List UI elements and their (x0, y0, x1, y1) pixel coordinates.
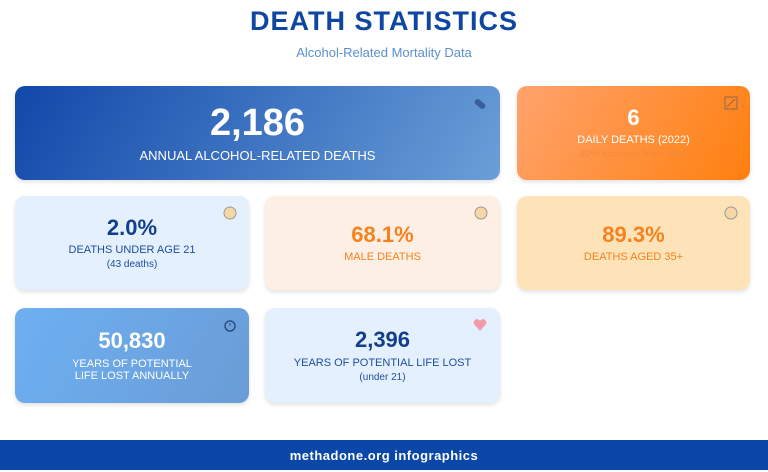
card-value: 2,186 (209, 101, 306, 144)
card-label: DEATHS UNDER AGE 21 (68, 244, 196, 257)
card-label: YEARS OF POTENTIAL LIFE LOST (293, 356, 472, 369)
card-label: YEARS OF POTENTIAL LIFE LOST ANNUALLY (72, 357, 192, 382)
icon (473, 319, 487, 331)
card-value: 50,830 (98, 328, 166, 354)
card: 2,396 YEARS OF POTENTIAL LIFE LOST (unde… (265, 308, 500, 403)
icon (724, 206, 738, 220)
subtitle: Alcohol-Related Mortality Data (296, 45, 472, 60)
card: 89.3% DEATHS AGED 35+ (517, 196, 750, 290)
icon (224, 320, 236, 332)
card: 6 DAILY DEATHS (2022) 40% increase from … (517, 86, 750, 180)
card-value: 6 (627, 104, 640, 130)
card-value: 89.3% (602, 221, 665, 247)
icon (474, 99, 486, 109)
card: 68.1% MALE DEATHS (265, 196, 500, 290)
card: 2,186 ANNUAL ALCOHOL-RELATED DEATHS (15, 86, 500, 180)
title: DEATH STATISTICS (250, 6, 518, 36)
card-value: 2.0% (106, 214, 158, 240)
card-value: 68.1% (351, 221, 414, 247)
icon (724, 96, 738, 110)
card-note: 40% increase from 2019 (579, 149, 688, 161)
card-label: DAILY DEATHS (2022) (577, 134, 690, 147)
icon (474, 206, 488, 220)
card-value: 2,396 (354, 327, 411, 353)
card-note: (43 deaths) (106, 259, 158, 271)
card: 50,830 YEARS OF POTENTIAL LIFE LOST ANNU… (15, 308, 249, 403)
card: 2.0% DEATHS UNDER AGE 21 (43 deaths) (15, 196, 249, 290)
card-label: DEATHS AGED 35+ (583, 251, 684, 264)
card-label: ANNUAL ALCOHOL-RELATED DEATHS (139, 148, 376, 164)
footer: methadone.org infographics (0, 440, 768, 470)
card-note: (under 21) (359, 371, 406, 383)
icon (223, 206, 237, 220)
card-label: MALE DEATHS (344, 251, 421, 264)
